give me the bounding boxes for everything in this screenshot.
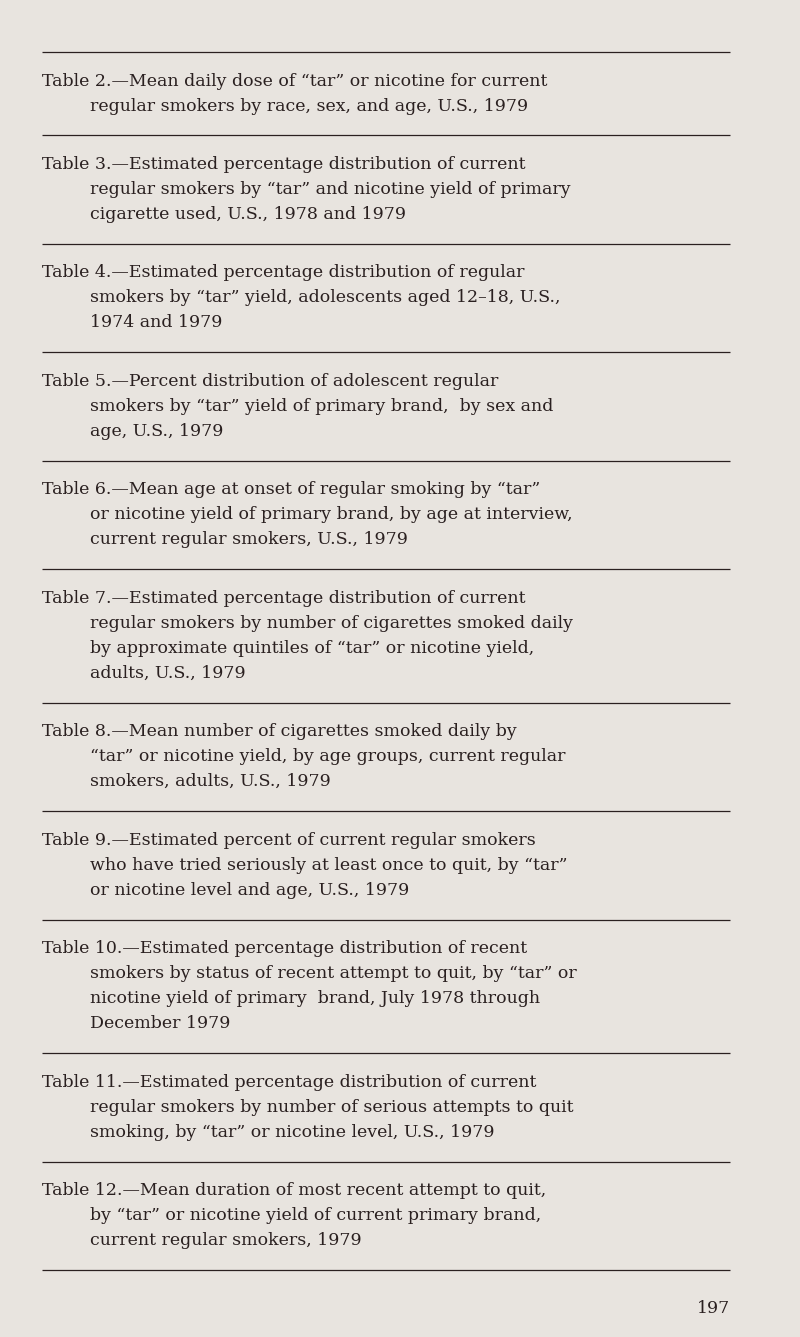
Text: 1974 and 1979: 1974 and 1979: [90, 314, 222, 332]
Text: Table 4.—Estimated percentage distribution of regular: Table 4.—Estimated percentage distributi…: [42, 265, 525, 281]
Text: or nicotine yield of primary brand, by age at interview,: or nicotine yield of primary brand, by a…: [90, 507, 573, 523]
Text: adults, U.S., 1979: adults, U.S., 1979: [90, 664, 246, 682]
Text: smokers by “tar” yield of primary brand,  by sex and: smokers by “tar” yield of primary brand,…: [90, 398, 554, 414]
Text: current regular smokers, U.S., 1979: current regular smokers, U.S., 1979: [90, 531, 408, 548]
Text: nicotine yield of primary  brand, July 1978 through: nicotine yield of primary brand, July 19…: [90, 991, 540, 1007]
Text: Table 11.—Estimated percentage distribution of current: Table 11.—Estimated percentage distribut…: [42, 1074, 536, 1091]
Text: Table 6.—Mean age at onset of regular smoking by “tar”: Table 6.—Mean age at onset of regular sm…: [42, 481, 540, 499]
Text: or nicotine level and age, U.S., 1979: or nicotine level and age, U.S., 1979: [90, 882, 410, 898]
Text: Table 2.—Mean daily dose of “tar” or nicotine for current: Table 2.—Mean daily dose of “tar” or nic…: [42, 72, 547, 90]
Text: regular smokers by race, sex, and age, U.S., 1979: regular smokers by race, sex, and age, U…: [90, 98, 528, 115]
Text: December 1979: December 1979: [90, 1015, 230, 1032]
Text: by “tar” or nicotine yield of current primary brand,: by “tar” or nicotine yield of current pr…: [90, 1207, 542, 1225]
Text: cigarette used, U.S., 1978 and 1979: cigarette used, U.S., 1978 and 1979: [90, 206, 406, 223]
Text: “tar” or nicotine yield, by age groups, current regular: “tar” or nicotine yield, by age groups, …: [90, 749, 566, 765]
Text: Table 10.—Estimated percentage distribution of recent: Table 10.—Estimated percentage distribut…: [42, 940, 527, 957]
Text: smokers, adults, U.S., 1979: smokers, adults, U.S., 1979: [90, 773, 330, 790]
Text: current regular smokers, 1979: current regular smokers, 1979: [90, 1233, 362, 1249]
Text: smoking, by “tar” or nicotine level, U.S., 1979: smoking, by “tar” or nicotine level, U.S…: [90, 1123, 494, 1140]
Text: regular smokers by “tar” and nicotine yield of primary: regular smokers by “tar” and nicotine yi…: [90, 180, 570, 198]
Text: who have tried seriously at least once to quit, by “tar”: who have tried seriously at least once t…: [90, 857, 567, 873]
Text: Table 8.—Mean number of cigarettes smoked daily by: Table 8.—Mean number of cigarettes smoke…: [42, 723, 517, 741]
Text: Table 12.—Mean duration of most recent attempt to quit,: Table 12.—Mean duration of most recent a…: [42, 1182, 546, 1199]
Text: Table 3.—Estimated percentage distribution of current: Table 3.—Estimated percentage distributi…: [42, 156, 526, 172]
Text: by approximate quintiles of “tar” or nicotine yield,: by approximate quintiles of “tar” or nic…: [90, 640, 534, 656]
Text: regular smokers by number of cigarettes smoked daily: regular smokers by number of cigarettes …: [90, 615, 573, 632]
Text: Table 9.—Estimated percent of current regular smokers: Table 9.—Estimated percent of current re…: [42, 832, 536, 849]
Text: Table 7.—Estimated percentage distribution of current: Table 7.—Estimated percentage distributi…: [42, 590, 526, 607]
Text: age, U.S., 1979: age, U.S., 1979: [90, 422, 223, 440]
Text: smokers by status of recent attempt to quit, by “tar” or: smokers by status of recent attempt to q…: [90, 965, 577, 983]
Text: 197: 197: [697, 1300, 730, 1317]
Text: regular smokers by number of serious attempts to quit: regular smokers by number of serious att…: [90, 1099, 574, 1115]
Text: Table 5.—Percent distribution of adolescent regular: Table 5.—Percent distribution of adolesc…: [42, 373, 498, 390]
Text: smokers by “tar” yield, adolescents aged 12–18, U.S.,: smokers by “tar” yield, adolescents aged…: [90, 289, 561, 306]
